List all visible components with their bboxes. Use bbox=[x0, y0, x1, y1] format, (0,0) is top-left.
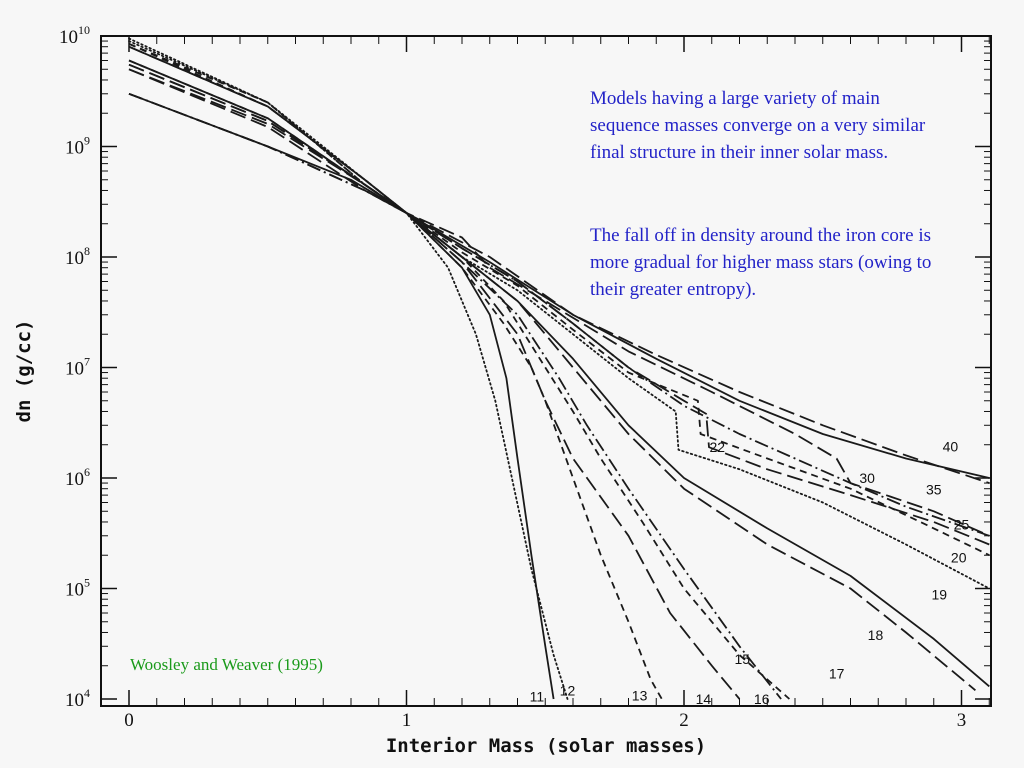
y-axis-label: dn (g/cc) bbox=[13, 320, 35, 423]
series-line-20 bbox=[128, 42, 990, 557]
annotation-convergence: Models having a large variety of main se… bbox=[590, 88, 926, 163]
series-label-30: 30 bbox=[859, 470, 875, 486]
series-label-40: 40 bbox=[943, 439, 959, 455]
x-tick-labels: 0 1 2 3 bbox=[124, 710, 966, 731]
series-label-13: 13 bbox=[632, 687, 648, 703]
series-label-25: 25 bbox=[954, 516, 970, 532]
series-label-17: 17 bbox=[829, 666, 845, 682]
y-tick-label: 107 bbox=[65, 355, 90, 380]
y-tick-label: 1010 bbox=[59, 23, 90, 48]
y-tick-label: 108 bbox=[65, 244, 90, 269]
series-label-35: 35 bbox=[926, 481, 942, 497]
series-curves bbox=[128, 37, 991, 700]
x-tick-label: 0 bbox=[124, 710, 134, 731]
series-line-25 bbox=[128, 92, 990, 537]
y-tick-label: 106 bbox=[65, 465, 90, 490]
series-label-18: 18 bbox=[868, 627, 884, 643]
y-tick-label: 104 bbox=[65, 686, 90, 711]
series-line-14 bbox=[128, 68, 741, 700]
series-line-22 bbox=[128, 68, 990, 546]
annotation-falloff: The fall off in density around the iron … bbox=[590, 225, 932, 300]
x-tick-label: 2 bbox=[679, 710, 689, 731]
series-line-13 bbox=[128, 42, 663, 700]
series-label-11: 11 bbox=[530, 689, 545, 705]
series-labels: 11 12 13 14 15 16 17 18 19 20 22 25 30 35 40 bbox=[530, 439, 970, 707]
series-label-12: 12 bbox=[560, 682, 576, 698]
y-tick-label: 105 bbox=[65, 576, 90, 601]
y-tick-label: 109 bbox=[65, 134, 90, 159]
series-label-22: 22 bbox=[710, 439, 726, 455]
series-label-16: 16 bbox=[754, 691, 770, 707]
y-tick-labels: 104 105 106 107 108 109 1010 bbox=[59, 23, 90, 711]
series-line-40 bbox=[128, 45, 990, 479]
x-axis-label: Interior Mass (solar masses) bbox=[386, 735, 706, 757]
citation: Woosley and Weaver (1995) bbox=[130, 655, 323, 674]
series-line-30 bbox=[128, 63, 990, 537]
series-line-11 bbox=[128, 92, 555, 700]
plot-frame bbox=[100, 35, 992, 707]
x-tick-label: 1 bbox=[402, 710, 412, 731]
x-tick-label: 3 bbox=[957, 710, 967, 731]
series-label-15: 15 bbox=[734, 651, 750, 667]
series-line-15 bbox=[128, 92, 782, 700]
series-label-20: 20 bbox=[951, 550, 967, 566]
series-label-19: 19 bbox=[932, 587, 948, 603]
series-line-12 bbox=[128, 37, 569, 700]
series-label-14: 14 bbox=[696, 691, 712, 707]
